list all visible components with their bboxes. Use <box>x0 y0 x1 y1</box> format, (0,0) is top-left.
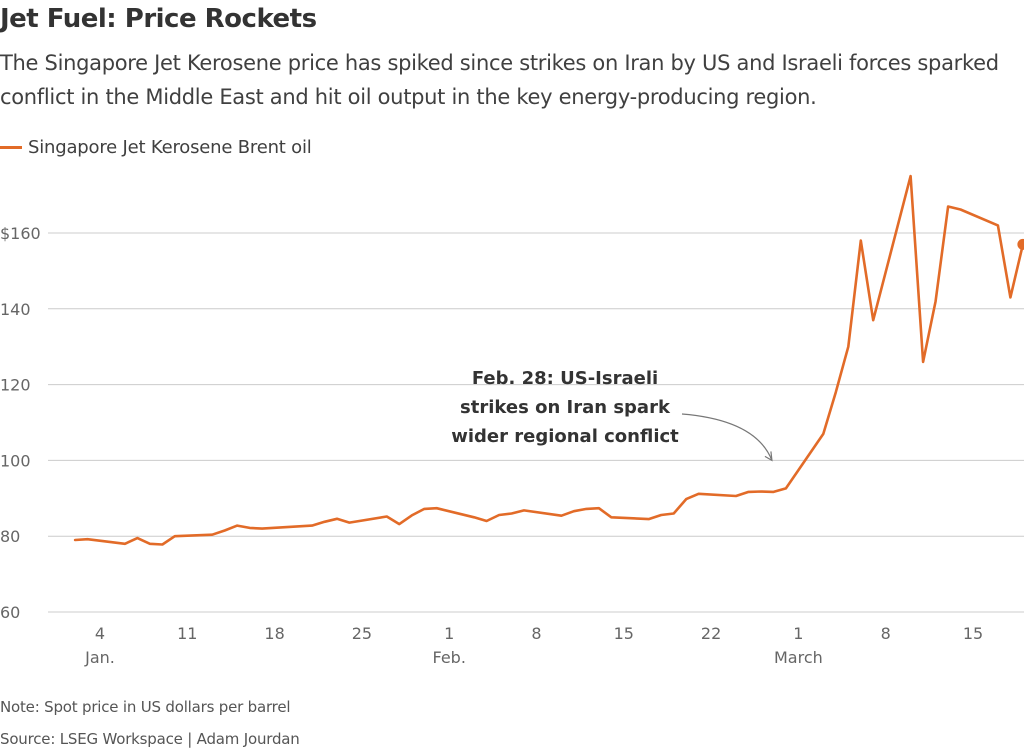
x-tick-label-2026-01-11: 11 <box>177 624 197 643</box>
x-tick-label-2026-01-25: 25 <box>352 624 372 643</box>
chart-title: Jet Fuel: Price Rockets <box>0 4 317 34</box>
x-tick-label-2026-01-04: 4 <box>95 624 105 643</box>
gridlines <box>48 232 1024 613</box>
x-tick-label-2026-02-08: 8 <box>531 624 541 643</box>
y-tick-label-80: 80 <box>0 527 20 546</box>
x-tick-label-2026-02-15: 15 <box>614 624 634 643</box>
x-tick-label-2026-02-01: 1 <box>444 624 454 643</box>
x-tick-month-2026-02-01: Feb. <box>432 648 465 667</box>
last-point-marker <box>1017 238 1024 250</box>
x-tick-month-2026-03-01: March <box>774 648 823 667</box>
y-tick-label-60: 60 <box>0 603 20 622</box>
footnote-source: Source: LSEG Workspace | Adam Jourdan <box>0 730 300 748</box>
annotation-arrow <box>681 413 773 461</box>
legend-swatch <box>0 145 22 149</box>
series <box>73 174 1024 546</box>
annotation-line-1: strikes on Iran spark <box>460 397 671 418</box>
x-tick-label-2026-03-15: 15 <box>963 624 983 643</box>
annotation-line-0: Feb. 28: US-Israeli <box>472 368 658 389</box>
x-tick-label-2026-01-18: 18 <box>264 624 284 643</box>
annotation: Feb. 28: US-Israeli strikes on Iran spark… <box>451 368 773 462</box>
y-tick-label-160: $160 <box>0 224 41 243</box>
annotation-arrowhead <box>764 451 773 462</box>
annotation-line-2: wider regional conflict <box>451 426 679 447</box>
legend: Singapore Jet Kerosene Brent oil <box>0 134 312 160</box>
y-tick-label-120: 120 <box>0 376 31 395</box>
series-line-0 <box>73 174 1024 546</box>
x-tick-label-2026-03-08: 8 <box>881 624 891 643</box>
y-tick-label-100: 100 <box>0 451 31 470</box>
footnote-note: Note: Spot price in US dollars per barre… <box>0 698 291 716</box>
x-tick-month-2026-01-04: Jan. <box>84 648 115 667</box>
legend-label: Singapore Jet Kerosene Brent oil <box>28 136 312 158</box>
x-tick-label-2026-03-01: 1 <box>793 624 803 643</box>
x-tick-label-2026-02-22: 22 <box>701 624 721 643</box>
chart-subtitle: The Singapore Jet Kerosene price has spi… <box>0 51 999 109</box>
y-axis-tick-labels: 60 80 100 120 140 $160 <box>0 224 41 622</box>
y-tick-label-140: 140 <box>0 300 31 319</box>
x-axis-tick-labels: 4 Jan. 11 18 25 1 Feb. 8 15 22 1 March 8 15 <box>84 624 983 667</box>
